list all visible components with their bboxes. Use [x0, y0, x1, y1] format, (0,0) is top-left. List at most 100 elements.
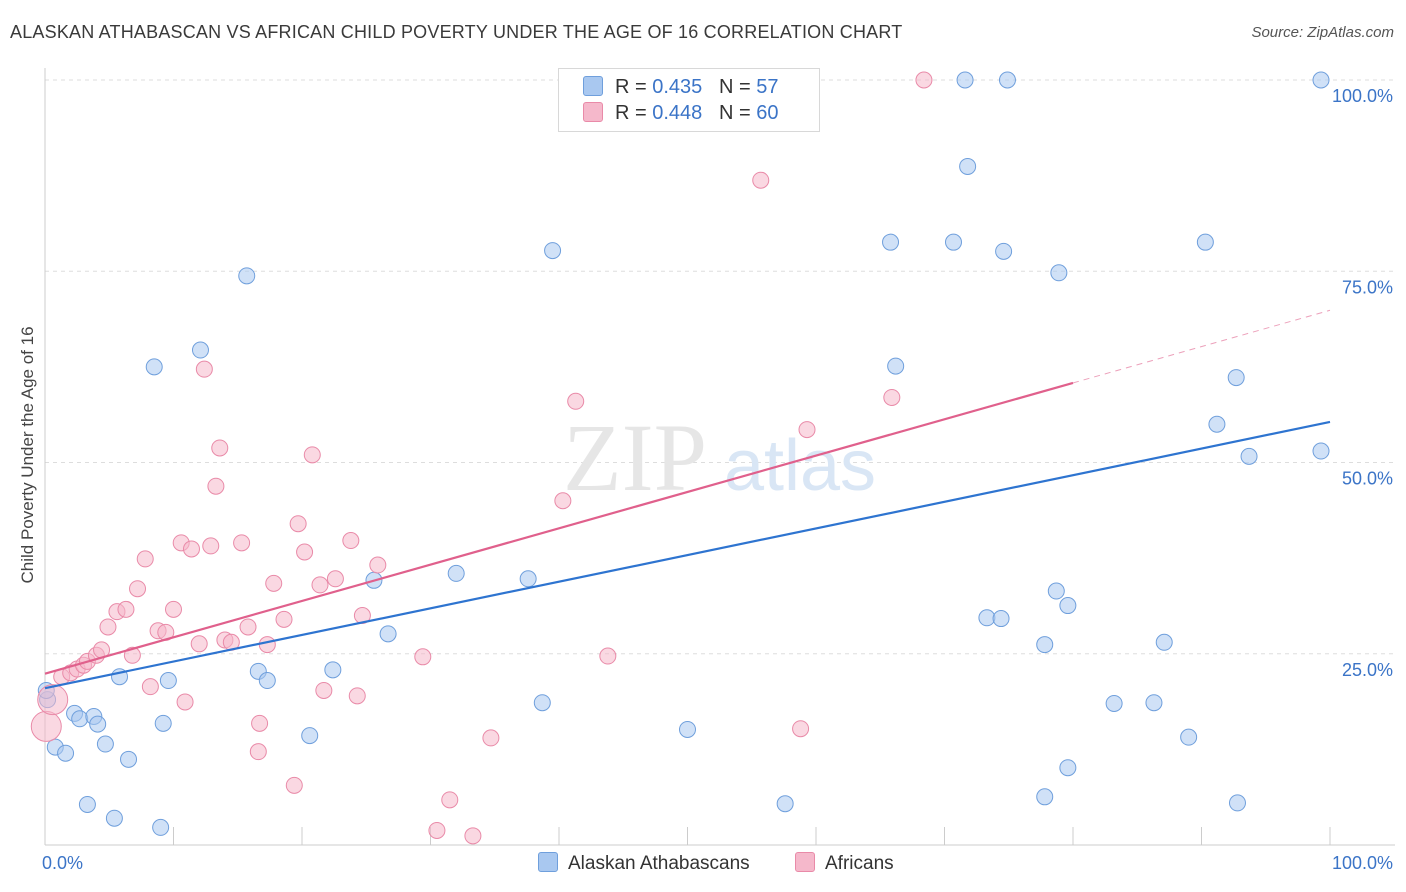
athabascan-point — [944, 233, 962, 251]
scatter-points — [30, 71, 1330, 845]
axes — [44, 68, 1395, 846]
africans-point — [752, 171, 770, 189]
chart-title: ALASKAN ATHABASCAN VS AFRICAN CHILD POVE… — [10, 22, 903, 42]
athabascan-point — [1208, 415, 1226, 433]
athabascan-point — [57, 744, 75, 762]
africans-point — [315, 681, 333, 699]
athabascan-point — [379, 625, 397, 643]
africans-point — [285, 776, 303, 794]
africans-point — [202, 537, 220, 555]
bottom-legend-swatch-africans — [795, 852, 815, 872]
africans-point — [141, 678, 159, 696]
x-tick-label: 100.0% — [1332, 853, 1393, 873]
bottom-legend-swatch-athabascan — [538, 852, 558, 872]
athabascan-point — [544, 242, 562, 260]
bottom-legend-africans: Africans — [795, 852, 894, 875]
africans-point — [326, 570, 344, 588]
legend-n-value: 57 — [756, 76, 779, 98]
africans-point — [798, 421, 816, 439]
africans-point — [207, 477, 225, 495]
athabascan-point — [1050, 264, 1068, 282]
africans-point — [464, 827, 482, 845]
africans-point — [190, 635, 208, 653]
athabascan-point — [1036, 636, 1054, 654]
legend-n-label: N = — [718, 76, 751, 98]
legend-n-value: 60 — [756, 102, 779, 124]
africans-point — [915, 71, 933, 89]
legend-r-value: 0.435 — [652, 76, 703, 98]
africans-point — [567, 392, 585, 410]
africans-trend-extension — [1072, 309, 1331, 384]
africans-point — [275, 610, 293, 628]
y-tick-label: 100.0% — [1332, 86, 1393, 106]
africans-point — [176, 693, 194, 711]
africans-point — [30, 710, 62, 742]
athabascan-point — [1059, 597, 1077, 615]
athabascan-point — [956, 71, 974, 89]
africans-point — [289, 515, 307, 533]
legend-r-label: R = — [615, 76, 647, 98]
athabascan-point — [1155, 633, 1173, 651]
africans-point — [441, 791, 459, 809]
athabascan-point — [238, 267, 256, 285]
athabascan-point — [887, 357, 905, 375]
athabascan-point — [519, 570, 537, 588]
athabascan-point — [776, 795, 794, 813]
legend-swatch-athabascan — [583, 76, 603, 96]
africans-point — [233, 534, 251, 552]
athabascan-point — [992, 610, 1010, 628]
athabascan-point — [191, 341, 209, 359]
bottom-legend-label-athabascan: Alaskan Athabascans — [568, 853, 750, 874]
athabascan-point — [533, 694, 551, 712]
athabascan-point — [1312, 442, 1330, 460]
athabascan-point — [447, 564, 465, 582]
athabascan-point — [1228, 794, 1246, 812]
legend-row-athabascan: R = 0.435 N = 57 — [583, 76, 778, 100]
athabascan-point — [258, 672, 276, 690]
bottom-legend-label-africans: Africans — [825, 853, 894, 874]
legend-r-label: R = — [615, 102, 647, 124]
athabascan-point — [1059, 759, 1077, 777]
y-tick-label: 25.0% — [1342, 660, 1393, 680]
athabascan-point — [1105, 694, 1123, 712]
africans-point — [369, 556, 387, 574]
africans-point — [342, 532, 360, 550]
watermark-zip: ZIP — [563, 404, 707, 511]
bottom-legend-athabascan: Alaskan Athabascans — [538, 852, 750, 875]
athabascan-point — [105, 809, 123, 827]
athabascan-point — [154, 714, 172, 732]
legend-n-label: N = — [718, 102, 751, 124]
y-tick-label: 75.0% — [1342, 277, 1393, 297]
africans-point — [883, 388, 901, 406]
athabascan-point — [159, 672, 177, 690]
athabascan-point — [1180, 728, 1198, 746]
athabascan-point — [679, 720, 696, 738]
africans-point — [482, 729, 500, 747]
africans-point — [165, 600, 182, 618]
athabascan-point — [301, 727, 319, 745]
athabascan-trend-line — [44, 420, 1331, 690]
grid-lines — [45, 79, 1395, 655]
athabascan-point — [882, 233, 900, 251]
africans-point — [129, 580, 147, 598]
africans-point — [554, 492, 572, 510]
africans-point — [303, 446, 321, 464]
athabascan-point — [998, 71, 1016, 89]
africans-point — [792, 720, 810, 738]
y-tick-label: 50.0% — [1342, 469, 1393, 489]
africans-point — [348, 687, 366, 705]
africans-point — [123, 646, 141, 664]
africans-point — [136, 550, 154, 568]
africans-trend-line — [44, 381, 1074, 675]
africans-point — [311, 576, 329, 594]
africans-point — [296, 543, 314, 561]
africans-point — [195, 360, 213, 378]
legend-swatch-africans — [583, 102, 603, 122]
africans-point — [265, 574, 283, 592]
legend-row-africans: R = 0.448 N = 60 — [583, 102, 778, 126]
athabascan-point — [978, 609, 996, 627]
athabascan-point — [1047, 582, 1065, 600]
africans-point — [428, 821, 446, 839]
athabascan-point — [71, 710, 89, 728]
